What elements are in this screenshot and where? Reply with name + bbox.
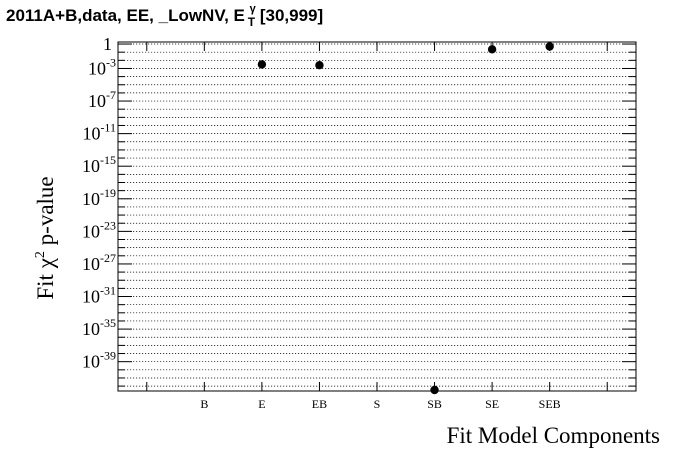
grid-lines [118, 43, 636, 387]
x-axis-label: Fit Model Components [447, 423, 660, 448]
y-tick-label: 10-11 [82, 121, 116, 144]
x-tick-label: EB [312, 397, 327, 411]
y-axis-label-sup: 2 [33, 251, 48, 258]
y-tick-label: 10-35 [82, 316, 116, 339]
x-axis: B E EB S SB SE SEB [146, 42, 608, 411]
y-axis: 110-3 10-7 10-11 10-15 10-19 10-23 10-27 10-31 1… [82, 34, 636, 387]
x-tick-label: SE [485, 397, 499, 411]
y-axis-label-main: Fit χ [33, 257, 58, 299]
data-point [315, 61, 324, 70]
data-points [257, 42, 554, 395]
y-axis-label-tail: p-value [33, 176, 58, 251]
x-tick-label: B [200, 397, 208, 411]
x-tick-label: SEB [539, 397, 561, 411]
data-point [545, 42, 554, 51]
x-tick-label: E [258, 397, 265, 411]
y-tick-label: 10-31 [82, 284, 116, 307]
data-point [430, 385, 439, 395]
y-tick-label: 10-3 [88, 55, 116, 78]
y-tick-label: 10-27 [82, 251, 116, 274]
title-range: [30,999] [259, 6, 324, 25]
title-superscript: γ [249, 3, 256, 15]
title-prefix: 2011A+B,data, EE, _LowNV, E [6, 6, 245, 25]
x-tick-label: SB [427, 397, 442, 411]
y-tick-label: 10-39 [82, 349, 116, 372]
data-point [257, 60, 267, 69]
title-subscript: T [247, 15, 256, 29]
y-tick-label: 10-7 [88, 88, 116, 111]
plot-frame [117, 41, 637, 392]
y-tick-label: 10-23 [82, 218, 116, 241]
x-tick-label: S [374, 397, 381, 411]
data-point [487, 45, 497, 54]
chart-title: 2011A+B,data, EE, _LowNV, E γT [30,999] [6, 3, 324, 29]
y-tick-label: 10-19 [82, 186, 116, 209]
y-axis-label: Fit χ2 p-value [33, 176, 58, 299]
y-tick-label: 1 [103, 34, 112, 54]
y-tick-label: 10-15 [82, 153, 116, 176]
